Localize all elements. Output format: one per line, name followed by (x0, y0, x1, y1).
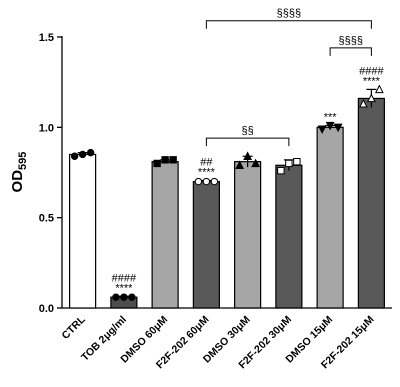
bar (151, 161, 179, 309)
data-point (78, 150, 87, 159)
data-point (243, 151, 253, 160)
bar (357, 97, 385, 309)
y-tick-label: 0.5 (39, 213, 54, 225)
data-point (70, 152, 79, 160)
bracket-label: §§§§ (277, 8, 301, 20)
data-point (366, 93, 376, 103)
data-point (285, 159, 293, 168)
data-point (251, 158, 261, 168)
data-point (86, 149, 95, 157)
data-point (128, 293, 136, 301)
bar (192, 180, 220, 309)
bar (234, 161, 262, 309)
data-point (120, 293, 128, 301)
significance-label: #### (112, 272, 137, 284)
y-tick-label: 0.0 (39, 303, 54, 315)
comparison-bracket (205, 137, 290, 147)
data-point (202, 177, 211, 186)
data-point (374, 84, 384, 94)
comparison-bracket (329, 47, 372, 56)
y-axis-label: OD595 (9, 152, 29, 193)
data-point (153, 159, 161, 168)
significance-label: *** (324, 112, 338, 124)
bracket-label: §§§§ (339, 35, 363, 47)
y-tick-label: 1.5 (39, 32, 54, 44)
data-point (210, 177, 219, 186)
bar (69, 153, 97, 309)
significance-label: **** (115, 282, 133, 294)
data-point (317, 125, 327, 135)
data-point (293, 157, 301, 166)
significance-label: ## (200, 157, 213, 169)
data-point (358, 98, 368, 108)
data-point (112, 293, 120, 301)
comparison-bracket (205, 20, 372, 29)
data-point (194, 177, 203, 186)
bracket-label: §§ (242, 125, 254, 137)
data-point (277, 166, 285, 175)
bar (316, 126, 344, 309)
x-tick-label: CTRL (59, 313, 88, 342)
y-label-sub: 595 (17, 152, 29, 170)
data-point (325, 121, 335, 131)
y-tick-label: 1.0 (39, 122, 54, 134)
significance-label: **** (198, 167, 216, 179)
data-point (333, 123, 343, 133)
significance-label: #### (359, 65, 384, 77)
data-point (235, 160, 245, 169)
bar (275, 164, 303, 309)
data-point (169, 156, 177, 164)
data-point (161, 156, 169, 164)
significance-label: **** (363, 75, 381, 87)
y-label-main: OD (9, 170, 26, 193)
